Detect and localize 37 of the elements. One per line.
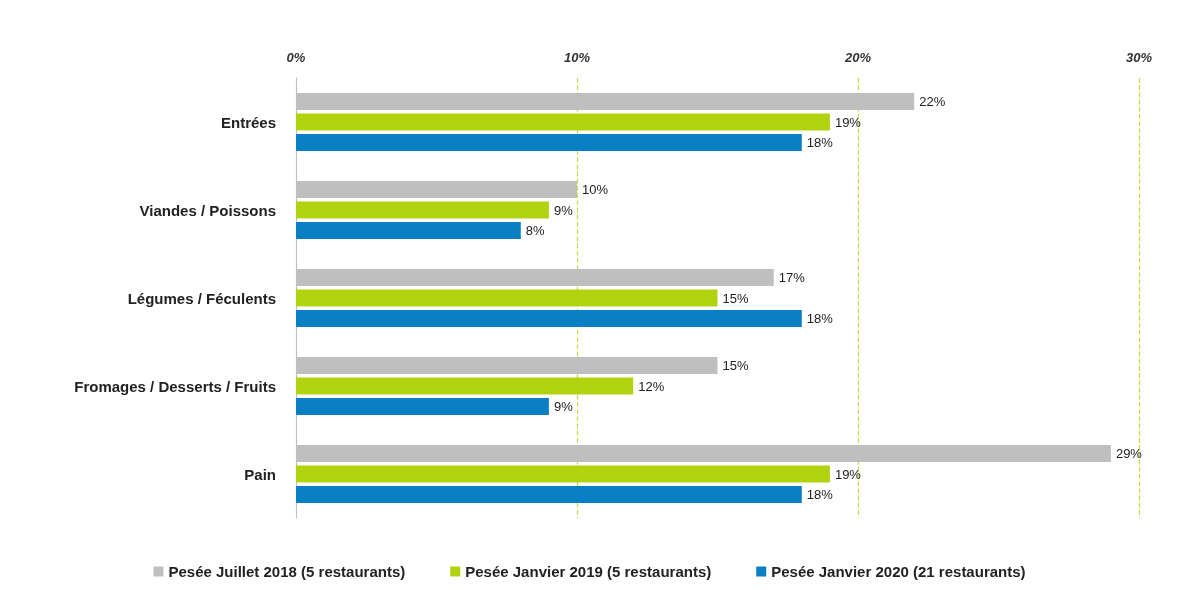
bar: [296, 485, 802, 503]
legend-label: Pesée Janvier 2020 (21 restaurants): [771, 563, 1026, 580]
data-label: 10%: [582, 182, 609, 198]
x-tick-label: 20%: [843, 50, 872, 65]
y-tick-label: Pain: [244, 465, 276, 483]
bar: [296, 201, 549, 219]
bar: [296, 397, 549, 415]
data-label: 19%: [834, 466, 862, 482]
x-tick-label: 0%: [286, 50, 306, 65]
x-tick-label: 10%: [563, 50, 591, 65]
bar: [296, 133, 802, 151]
data-label: 19%: [834, 114, 862, 130]
legend-label: Pesée Janvier 2019 (5 restaurants): [465, 563, 712, 580]
bar: [296, 309, 802, 327]
data-label: 22%: [919, 94, 946, 110]
y-tick-label: Fromages / Desserts / Fruits: [74, 377, 276, 395]
bar: [296, 289, 718, 307]
data-label: 8%: [525, 222, 546, 238]
data-label: 18%: [806, 134, 834, 150]
bar: [296, 465, 830, 483]
data-label: 9%: [553, 398, 574, 414]
y-tick-label: Entrées: [220, 113, 276, 131]
y-tick-label: Viandes / Poissons: [139, 201, 276, 219]
bar: [296, 221, 521, 239]
bar: [296, 113, 830, 131]
data-label: 9%: [553, 202, 574, 218]
data-label: 15%: [722, 358, 749, 374]
y-tick-label: Légumes / Féculents: [127, 289, 276, 307]
data-label: 29%: [1115, 446, 1143, 462]
x-tick-label: 30%: [1125, 50, 1153, 65]
data-label: 17%: [778, 270, 806, 286]
data-label: 18%: [806, 310, 834, 326]
data-label: 18%: [806, 486, 834, 502]
legend-label: Pesée Juillet 2018 (5 restaurants): [168, 563, 406, 580]
bar: [296, 377, 634, 395]
data-label: 12%: [638, 378, 665, 394]
data-label: 15%: [722, 290, 749, 306]
